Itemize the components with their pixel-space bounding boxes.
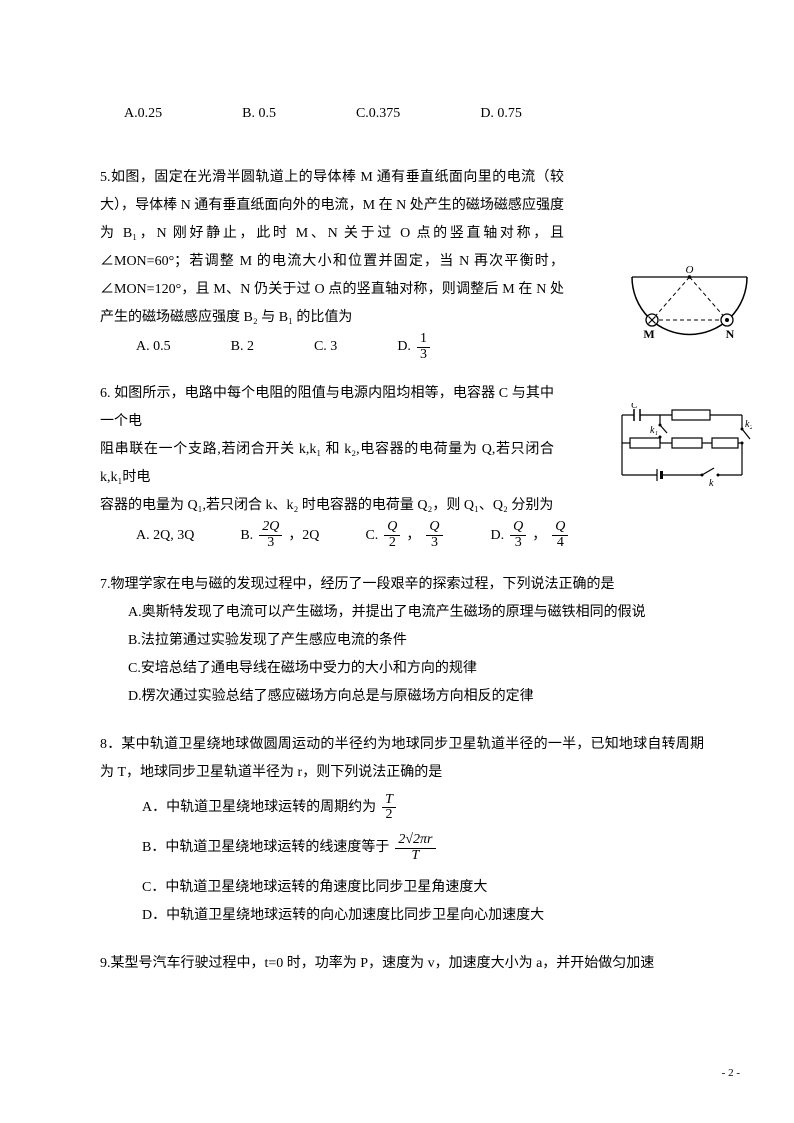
q8-opt-c: C．中轨道卫星绕地球运转的角速度比同步卫星角速度大 (142, 874, 704, 902)
q6-opt-a: A. 2Q, 3Q (136, 522, 194, 550)
q8-opt-b: B．中轨道卫星绕地球运转的线速度等于 2√2πrT (142, 833, 704, 863)
q4-opt-c: C.0.375 (356, 100, 400, 128)
fig5-label-N: N (726, 327, 735, 341)
q7-opt-a: A.奥斯特发现了电流可以产生磁场，并提出了电流产生磁场的原理与磁铁相同的假说 (128, 599, 704, 627)
fig6-label-k2: k₂ (745, 419, 752, 430)
q6-opt-c: C. Q2 ， Q3 (365, 520, 444, 550)
q5-frac-d: 1 3 (415, 332, 432, 362)
fig6-label-C: C (631, 403, 638, 411)
q4-options: A.0.25 B. 0.5 C.0.375 D. 0.75 (124, 100, 704, 128)
q5-stem: 5.如图，固定在光滑半圆轨道上的导体棒 M 通有垂直纸面向里的电流（较大），导体… (100, 164, 704, 332)
q6-options: A. 2Q, 3Q B. 2Q3 ，2Q C. Q2 ， Q3 D. Q3 ， … (136, 520, 704, 550)
q4-opt-b: B. 0.5 (242, 100, 276, 128)
q8-stem: 8．某中轨道卫星绕地球做圆周运动的半径约为地球同步卫星轨道半径的一半，已知地球自… (100, 731, 704, 787)
q6-line3: 容器的电量为 Q₁,若只闭合 k、k₂ 时电容器的电荷量 Q₂，则 Q₁、Q₂ … (100, 492, 704, 520)
q5-opt-a: A. 0.5 (136, 333, 171, 361)
q7-stem: 7.物理学家在电与磁的发现过程中，经历了一段艰辛的探索过程，下列说法正确的是 (100, 571, 704, 599)
q5-opt-b: B. 2 (231, 333, 254, 361)
q6-figure: C k₂ k₁ k (612, 403, 752, 493)
q9-stem: 9.某型号汽车行驶过程中，t=0 时，功率为 P，速度为 v，加速度大小为 a，… (100, 950, 704, 978)
fig5-label-O: O (686, 265, 694, 276)
q8: 8．某中轨道卫星绕地球做圆周运动的半径约为地球同步卫星轨道半径的一半，已知地球自… (100, 731, 704, 930)
q9: 9.某型号汽车行驶过程中，t=0 时，功率为 P，速度为 v，加速度大小为 a，… (100, 950, 704, 978)
q5-opt-d-label: D. (397, 333, 411, 361)
q7-opt-d: D.楞次通过实验总结了感应磁场方向总是与原磁场方向相反的定律 (128, 683, 704, 711)
q4-opt-a: A.0.25 (124, 100, 162, 128)
fig6-label-k: k (709, 478, 714, 489)
q5: 5.如图，固定在光滑半圆轨道上的导体棒 M 通有垂直纸面向里的电流（较大），导体… (100, 164, 704, 362)
fig6-label-k1: k₁ (650, 425, 658, 436)
q8-opt-d: D．中轨道卫星绕地球运转的向心加速度比同步卫星向心加速度大 (142, 902, 704, 930)
q7: 7.物理学家在电与磁的发现过程中，经历了一段艰辛的探索过程，下列说法正确的是 A… (100, 571, 704, 711)
q5-opt-d: D. 1 3 (397, 332, 432, 362)
q8-opt-a: A．中轨道卫星绕地球运转的周期约为 T2 (142, 793, 704, 823)
fig5-label-M: M (643, 327, 654, 341)
page-number: - 2 - (722, 1067, 740, 1079)
q4-opt-d: D. 0.75 (480, 100, 522, 128)
q5-options: A. 0.5 B. 2 C. 3 D. 1 3 (136, 332, 704, 362)
q7-opt-c: C.安培总结了通电导线在磁场中受力的大小和方向的规律 (128, 655, 704, 683)
q5-opt-c: C. 3 (314, 333, 337, 361)
q6-opt-b: B. 2Q3 ，2Q (240, 520, 319, 550)
q5-figure: O M N (627, 265, 752, 345)
q6-opt-d: D. Q3 ， Q4 (491, 520, 571, 550)
q7-opt-b: B.法拉第通过实验发现了产生感应电流的条件 (128, 627, 704, 655)
